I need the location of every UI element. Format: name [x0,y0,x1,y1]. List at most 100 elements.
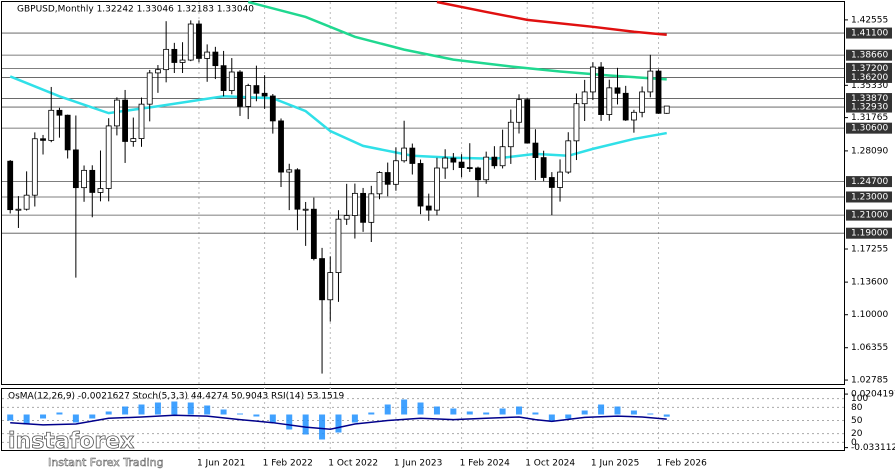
osma-bar [532,412,539,415]
level-label-box [846,62,892,74]
level-label-box [846,122,892,134]
y-tick-label: 1.28090 [851,146,888,156]
candle-body [450,157,457,163]
watermark-tagline: Instant Forex Trading [48,456,164,469]
candle-body [589,66,596,93]
candle-body [401,147,408,162]
candle-body [598,66,604,115]
x-tick-label: 1 Jun 2021 [197,459,245,469]
candle-body [212,51,219,67]
level-label: 1.36200 [851,73,888,83]
level-label-box [846,27,892,39]
candle-body [663,105,670,114]
osma-bar [187,402,194,415]
candle-body [532,142,539,158]
candle-body [483,156,490,181]
level-label-box [846,191,892,203]
indicator-title: OsMA(12,26,9) -0.0021627 Stoch(5,3,3) 44… [8,392,344,402]
candle-body [368,193,375,223]
candle-body [72,149,79,189]
candle-body [335,218,342,274]
candle-body [491,156,498,167]
candle-body [434,167,440,211]
osma-bar [204,405,211,415]
candle-body [179,59,186,63]
y-tick-label: 1.13600 [851,278,888,288]
x-tick-label: 1 Jun 2025 [591,459,639,469]
candle-body [622,92,629,121]
candle-body [89,169,96,193]
y2-tick-label: 0 [851,438,857,448]
level-label-box [846,71,892,83]
candle-body [606,87,613,115]
y2-tick-label: 100 [851,394,868,404]
candle-body [499,146,506,167]
osma-bar [7,414,14,421]
candle-body [97,188,104,193]
osma-bar [319,414,326,440]
x-tick-label: 1 Jun 2023 [394,459,442,469]
candle-body [565,140,572,173]
candle-body [631,111,637,121]
candle-body [237,71,243,107]
candle-body [113,99,120,127]
y-tick-label: 1.35330 [851,81,888,91]
osma-bar [351,414,358,423]
level-label-box [846,101,892,113]
rsi-line [10,414,667,431]
candle-body [360,192,366,223]
osma-bar [548,414,555,421]
osma-bar [220,409,227,415]
level-label-box [846,49,892,61]
y-tick-label: 1.31765 [851,113,888,123]
osma-bar [581,410,588,415]
candle-body [294,169,301,210]
candle-body [286,169,293,173]
candle-body [122,99,128,142]
x-tick-label: 1 Feb 2022 [263,459,313,469]
candle-body [146,72,153,105]
y2-tick-label: 80 [851,403,863,413]
level-label: 1.37200 [851,64,888,74]
indicator-frame [1,388,845,451]
osma-bar [154,402,161,415]
osma-bar [105,411,112,415]
candle-body [171,48,178,63]
level-label-box [846,93,892,105]
candle-body [343,215,350,220]
candle-body [228,71,235,91]
candle-body [425,205,432,211]
osma-bar [368,412,375,415]
candle-body [327,272,334,301]
candle-body [23,194,30,210]
level-label: 1.33870 [851,94,888,104]
osma-bar [663,414,670,417]
candle-body [351,192,358,216]
candle-body [475,167,481,181]
x-tick-label: 1 Oct 2022 [328,459,378,469]
x-tick-label: 1 Feb 2024 [460,459,511,469]
candle-body [393,160,399,185]
candle-body [64,114,71,151]
candle-body [56,109,63,116]
candle-body [81,169,87,189]
candle-body [163,48,170,71]
level-label: 1.24700 [851,177,888,187]
osma-bar [614,406,621,415]
y-tick-label: 1.02785 [851,376,888,386]
osma-bar [56,412,63,415]
osma-bar [516,406,523,415]
candle-body [7,160,14,211]
level-label: 1.21000 [851,211,888,221]
osma-bar [72,414,79,423]
osma-bar [483,412,490,415]
candle-body [155,69,161,74]
x-tick-label: 1 Feb 2026 [657,459,708,469]
osma-bar [417,402,424,415]
candle-body [138,103,145,139]
candle-body [253,85,260,94]
osma-bar [269,414,276,423]
osma-bar [253,414,260,417]
osma-bar [450,408,457,415]
